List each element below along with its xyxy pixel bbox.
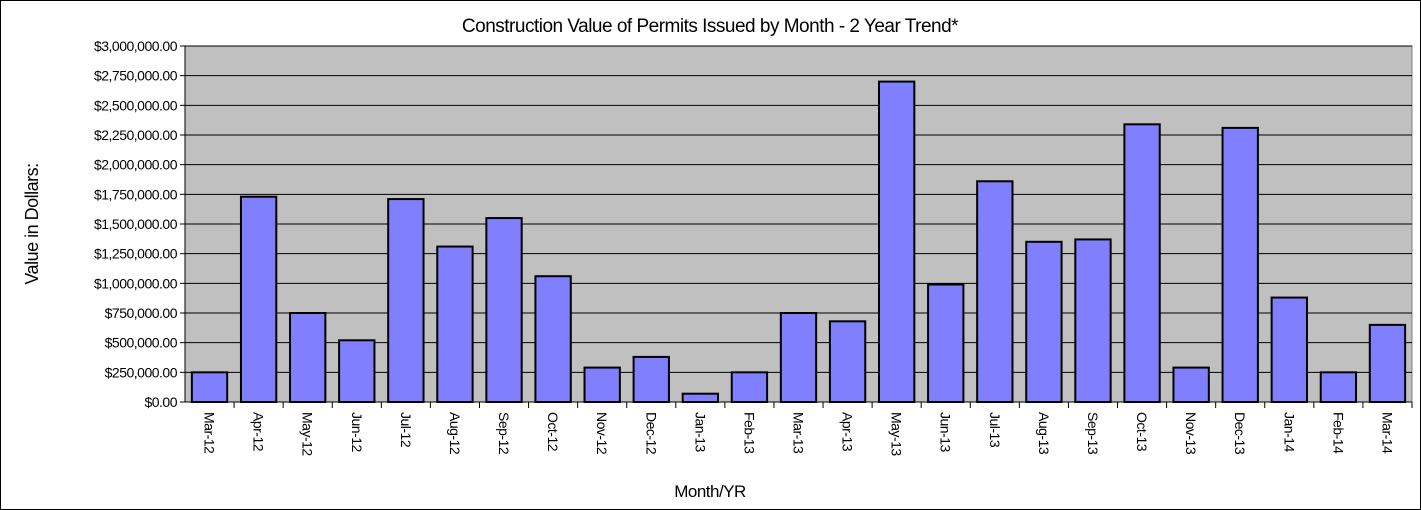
bar bbox=[681, 392, 720, 403]
x-tick-label: Apr-12 bbox=[251, 412, 267, 452]
y-tick-label: $2,000,000.00 bbox=[94, 157, 178, 173]
y-tick-label: $2,250,000.00 bbox=[94, 127, 178, 143]
x-tick-label: Feb-14 bbox=[1330, 412, 1346, 454]
bar bbox=[289, 312, 327, 403]
x-tick-label: May-13 bbox=[889, 412, 905, 456]
y-tick-label: $250,000.00 bbox=[105, 364, 178, 380]
x-tick-label: Mar-13 bbox=[791, 412, 807, 454]
bar bbox=[1123, 123, 1161, 403]
bar bbox=[730, 371, 769, 404]
x-tick-label: Jun-13 bbox=[938, 412, 954, 453]
x-tick-label: Mar-14 bbox=[1379, 412, 1395, 454]
bar bbox=[239, 195, 278, 403]
x-tick-label: Jul-13 bbox=[987, 412, 1003, 448]
bar bbox=[976, 180, 1014, 403]
bar bbox=[877, 80, 916, 403]
bar bbox=[828, 320, 867, 404]
bar bbox=[1025, 240, 1063, 403]
y-tick-label: $2,500,000.00 bbox=[94, 97, 178, 113]
x-tick-label: Nov-12 bbox=[594, 412, 610, 455]
bar bbox=[779, 312, 818, 403]
y-tick-label: $1,250,000.00 bbox=[94, 246, 178, 262]
x-tick-label: Aug-12 bbox=[447, 412, 463, 455]
x-tick-label: Aug-13 bbox=[1036, 412, 1052, 455]
y-tick-label: $3,000,000.00 bbox=[94, 38, 178, 54]
x-tick-label: Oct-13 bbox=[1134, 412, 1150, 452]
bar bbox=[534, 275, 572, 404]
bar bbox=[632, 355, 670, 404]
x-tick-label: May-12 bbox=[300, 412, 316, 456]
y-tick-label: $500,000.00 bbox=[105, 335, 178, 351]
y-tick-label: $1,500,000.00 bbox=[94, 216, 178, 232]
bar bbox=[1270, 296, 1308, 403]
y-axis-label: Value in Dollars: bbox=[22, 163, 42, 284]
bar bbox=[1319, 371, 1358, 404]
x-tick-label: Dec-13 bbox=[1232, 412, 1248, 455]
y-tick-label: $2,750,000.00 bbox=[94, 68, 178, 84]
x-tick-label: Mar-12 bbox=[202, 412, 218, 454]
x-tick-label: Oct-12 bbox=[545, 412, 561, 452]
bar bbox=[1368, 323, 1407, 403]
x-tick-label: Sep-13 bbox=[1085, 412, 1101, 455]
x-axis-label: Month/YR bbox=[674, 482, 746, 501]
x-tick-label: Nov-13 bbox=[1183, 412, 1199, 455]
x-tick-label: Feb-13 bbox=[741, 412, 757, 454]
x-tick-label: Jan-13 bbox=[692, 412, 708, 453]
x-tick-label: Jun-12 bbox=[349, 412, 365, 453]
bar bbox=[1221, 126, 1259, 403]
x-tick-label: Dec-12 bbox=[643, 412, 659, 455]
chart-title: Construction Value of Permits Issued by … bbox=[462, 16, 959, 37]
bar bbox=[1172, 366, 1210, 404]
y-tick-label: $1,750,000.00 bbox=[94, 186, 178, 202]
bar bbox=[338, 339, 376, 403]
x-tick-label: Jul-12 bbox=[398, 412, 414, 448]
bar bbox=[436, 245, 474, 403]
bar bbox=[583, 366, 621, 404]
y-tick-label: $750,000.00 bbox=[105, 305, 178, 321]
x-tick-label: Apr-13 bbox=[840, 412, 856, 452]
y-tick-label: $0.00 bbox=[144, 394, 177, 410]
x-tick-label: Jan-14 bbox=[1281, 412, 1297, 453]
x-tick-label: Sep-12 bbox=[496, 412, 512, 455]
bar bbox=[1074, 238, 1112, 403]
bar bbox=[927, 283, 965, 403]
bar bbox=[387, 198, 425, 403]
bar bbox=[485, 217, 523, 403]
y-tick-label: $1,000,000.00 bbox=[94, 275, 178, 291]
bar bbox=[190, 371, 229, 404]
